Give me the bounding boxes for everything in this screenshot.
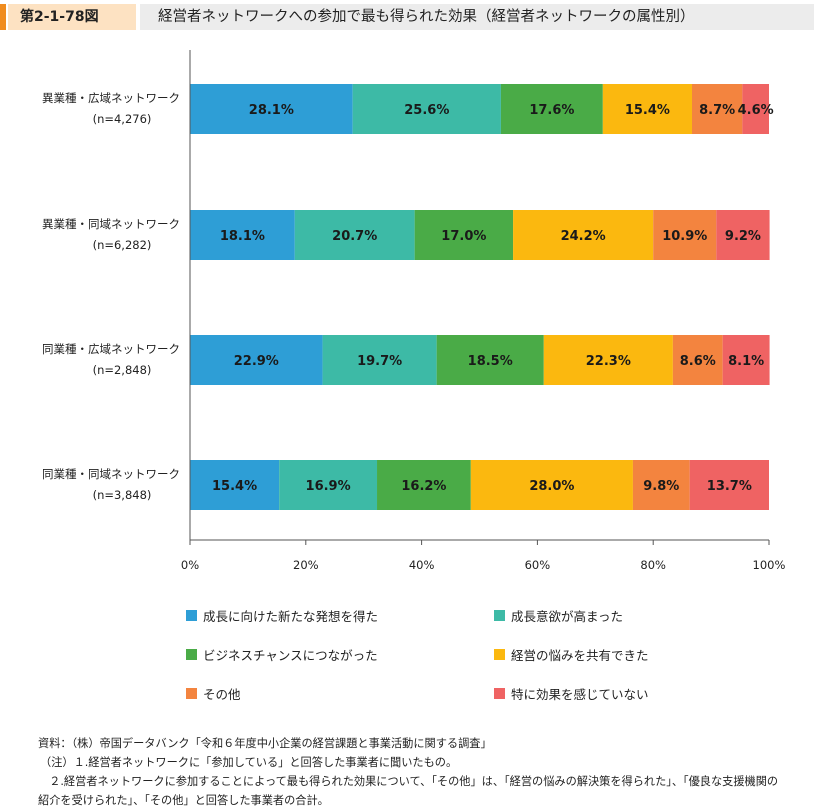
legend-swatch <box>186 610 197 621</box>
bar-segment <box>543 335 673 385</box>
chart-legend: 成長に向けた新たな発想を得た 成長意欲が高まったビジネスチャンスにつながった 経営の… <box>186 604 786 703</box>
legend-swatch <box>494 610 505 621</box>
data-label: 20.7% <box>332 229 377 244</box>
data-label: 13.7% <box>707 479 752 494</box>
x-tick-label: 80% <box>640 558 666 572</box>
data-label: 9.2% <box>725 229 761 244</box>
data-label: 16.9% <box>306 479 351 494</box>
legend-swatch <box>186 688 197 699</box>
note-line: ２.経営者ネットワークに参加することによって最も得られた効果について、「その他」… <box>38 775 779 788</box>
note-line: （注）１.経営者ネットワークに「参加している」と回答した事業者に聞いたもの。 <box>40 756 458 769</box>
data-label: 19.7% <box>357 354 402 369</box>
bar-segment <box>190 460 280 510</box>
stacked-bar-chart: 異業種・広域ネットワーク (n=4,276) 28.1% 25.6% 17.6% 15.4… <box>42 50 786 572</box>
data-label: 18.1% <box>220 229 265 244</box>
bar-segment <box>377 460 471 510</box>
legend-item: 特に効果を感じていない <box>494 684 649 703</box>
data-label: 8.1% <box>728 354 764 369</box>
legend-swatch <box>186 649 197 660</box>
data-label: 17.0% <box>441 229 486 244</box>
data-label: 28.0% <box>529 479 574 494</box>
figure-title-box <box>140 4 814 30</box>
legend-label: 経営の悩みを共有できた <box>511 648 649 663</box>
category-label: 異業種・広域ネットワーク <box>42 91 180 105</box>
bar-segment <box>742 84 769 134</box>
data-label: 8.6% <box>680 354 716 369</box>
bar-segment <box>513 210 654 260</box>
data-label: 8.7% <box>699 103 735 118</box>
legend-label: ビジネスチャンスにつながった <box>203 648 378 663</box>
category-label: 同業種・広域ネットワーク <box>42 342 180 356</box>
data-label: 4.6% <box>738 103 774 118</box>
figure-number-box <box>8 4 136 30</box>
data-label: 9.8% <box>643 479 679 494</box>
x-tick-label: 60% <box>525 558 551 572</box>
source-notes: 資料：（株）帝国データバンク「令和６年度中小企業の経営課題と事業活動に関する調査… <box>38 734 808 809</box>
legend-label: 特に効果を感じていない <box>511 687 649 702</box>
bar-segment <box>414 210 514 260</box>
note-line: 紹介を受けられた」、「その他」と回答した事業者の合計。 <box>38 794 329 807</box>
legend-swatch <box>494 649 505 660</box>
category-n-label: (n=4,276) <box>93 112 152 126</box>
data-label: 22.3% <box>586 354 631 369</box>
legend-item: 成長意欲が高まった <box>494 606 623 625</box>
bar-segment <box>279 460 378 510</box>
bar-segment <box>470 460 633 510</box>
category-n-label: (n=3,848) <box>93 488 152 502</box>
category-label: 異業種・同域ネットワーク <box>42 217 180 231</box>
legend-swatch <box>494 688 505 699</box>
bar-segment <box>436 335 544 385</box>
bar-segment <box>632 460 690 510</box>
x-tick-label: 20% <box>293 558 319 572</box>
bar-segment <box>190 335 323 385</box>
data-label: 28.1% <box>249 103 294 118</box>
legend-item: 成長に向けた新たな発想を得た <box>186 606 378 625</box>
bar-segment <box>294 210 415 260</box>
data-label: 22.9% <box>234 354 279 369</box>
legend-item: その他 <box>186 684 241 703</box>
bar-segment <box>653 210 717 260</box>
bar-segment <box>190 210 295 260</box>
x-tick-label: 100% <box>753 558 786 572</box>
data-label: 15.4% <box>625 103 670 118</box>
header-accent-bar <box>0 4 6 30</box>
legend-label: 成長意欲が高まった <box>511 609 624 624</box>
figure-title: 経営者ネットワークへの参加で最も得られた効果（経営者ネットワークの属性別） <box>158 9 695 25</box>
data-label: 18.5% <box>468 354 513 369</box>
bar-segment <box>722 335 770 385</box>
bar-segment <box>602 84 692 134</box>
data-label: 16.2% <box>401 479 446 494</box>
legend-label: 成長に向けた新たな発想を得た <box>203 609 379 624</box>
data-label: 25.6% <box>404 103 449 118</box>
bar-segment <box>352 84 501 134</box>
data-label: 24.2% <box>561 229 606 244</box>
data-label: 10.9% <box>662 229 707 244</box>
category-n-label: (n=6,282) <box>93 238 152 252</box>
note-line: 資料：（株）帝国データバンク「令和６年度中小企業の経営課題と事業活動に関する調査… <box>38 737 492 750</box>
legend-label: その他 <box>203 687 241 702</box>
category-label: 同業種・同域ネットワーク <box>42 467 180 481</box>
bar-segment <box>190 84 353 134</box>
bar-segment <box>691 84 743 134</box>
category-n-label: (n=2,848) <box>93 363 152 377</box>
bar-segment <box>716 210 770 260</box>
bar-segment <box>689 460 769 510</box>
x-tick-label: 40% <box>409 558 435 572</box>
data-label: 15.4% <box>212 479 257 494</box>
figure-number: 第2-1-78図 <box>20 9 99 25</box>
bar-segment <box>322 335 437 385</box>
data-label: 17.6% <box>529 103 574 118</box>
legend-item: ビジネスチャンスにつながった <box>186 645 378 664</box>
x-tick-label: 0% <box>181 558 199 572</box>
figure-header: 第2-1-78図 経営者ネットワークへの参加で最も得られた効果（経営者ネットワー… <box>0 0 820 34</box>
bar-segment <box>672 335 723 385</box>
bar-segment <box>500 84 603 134</box>
legend-item: 経営の悩みを共有できた <box>494 645 649 664</box>
